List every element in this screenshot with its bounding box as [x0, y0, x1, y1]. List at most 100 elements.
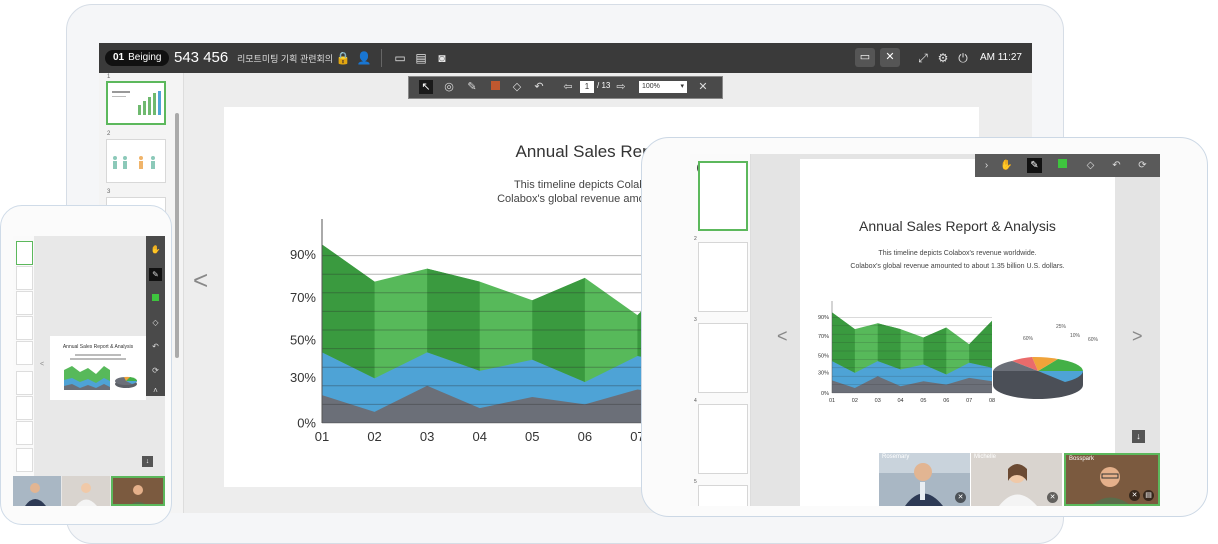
participant-photo — [971, 453, 1062, 506]
phone-thumbnail-7[interactable] — [16, 396, 33, 420]
desktop-app: 01 Beiging 543 456 리모트미팅 기획 관련회의 🔒 👤 ▭ ▤ … — [99, 43, 1032, 513]
video-tile-2[interactable]: Michelle ✕ — [971, 453, 1062, 506]
phone-thumbnail-9[interactable] — [16, 448, 33, 472]
color-swatch-icon[interactable] — [1055, 158, 1070, 173]
mic-off-icon[interactable]: ✕ — [880, 48, 900, 67]
tablet-prev-arrow[interactable]: < — [777, 326, 788, 346]
video-tile-3[interactable]: Bosspark ✕ ▤ — [1064, 453, 1160, 506]
x-tick-label: 06 — [943, 398, 949, 404]
zoom-value: 100% — [642, 83, 660, 90]
undo-icon[interactable]: ↶ — [152, 342, 159, 351]
hand-icon[interactable]: ✋ — [1000, 160, 1013, 171]
thumb-number: 3 — [694, 317, 697, 323]
area-band — [969, 320, 992, 368]
tablet-thumbnail-3[interactable] — [698, 323, 748, 393]
thumbnail-2[interactable] — [106, 139, 166, 183]
tablet-thumbnail-5[interactable] — [698, 485, 748, 506]
fullscreen-icon[interactable]: ⤢ — [918, 51, 928, 65]
x-tick-label: 08 — [989, 398, 995, 404]
mic-off-icon[interactable]: ✕ — [1047, 492, 1058, 503]
y-tick-label: 50% — [818, 353, 829, 359]
color-swatch-icon[interactable] — [149, 292, 162, 305]
refresh-icon[interactable]: ⟳ — [1138, 160, 1147, 171]
lock-icon[interactable]: 🔒 — [335, 51, 351, 65]
area-band — [532, 277, 585, 383]
phone-thumbnail-6[interactable] — [16, 371, 33, 395]
tablet-slide-description-1: This timeline depicts Colabox's revenue … — [878, 250, 1037, 257]
thumbnail-1[interactable] — [106, 81, 166, 125]
phone-video-tile-3[interactable] — [111, 476, 165, 506]
room-badge: 01 Beiging — [105, 50, 170, 66]
pen-icon[interactable]: ✎ — [1027, 158, 1042, 173]
phone-prev-arrow[interactable]: < — [40, 361, 45, 368]
next-page-icon[interactable]: ⇨ — [616, 81, 626, 93]
page-input[interactable]: 1 — [580, 81, 594, 93]
chevron-up-icon[interactable]: ˄ — [153, 386, 158, 395]
target-icon[interactable]: ◎ — [444, 81, 454, 93]
pie-label: 25% — [1056, 324, 1067, 330]
download-icon[interactable]: ↓ — [1132, 430, 1145, 443]
eraser-icon[interactable]: ◇ — [512, 81, 522, 93]
phone-toolbar: ✋ ✎ ◇ ↶ ⟳ ˄ — [146, 236, 165, 396]
phone-slide-text — [70, 358, 126, 360]
cursor-icon[interactable]: ↖ — [419, 80, 433, 94]
users-icon[interactable]: 👤 — [356, 51, 372, 65]
participant-photo — [113, 478, 163, 504]
eraser-icon[interactable]: ◇ — [152, 318, 159, 327]
pen-icon[interactable]: ✎ — [467, 81, 477, 93]
tablet-thumbnail-4[interactable] — [698, 404, 748, 474]
phone-thumbnail-3[interactable] — [16, 291, 33, 315]
prev-page-icon[interactable]: ⇦ — [563, 81, 573, 93]
undo-icon[interactable]: ↶ — [1112, 160, 1121, 171]
tablet-thumbnail-1[interactable] — [698, 161, 748, 231]
monitor-icon[interactable]: ▭ — [394, 51, 406, 65]
phone-thumbnail-5[interactable] — [16, 341, 33, 365]
exit-icon[interactable]: ⏻ — [958, 51, 968, 65]
document-icon[interactable]: ▤ — [415, 51, 427, 65]
tablet-slide-title: Annual Sales Report & Analysis — [859, 218, 1056, 234]
color-swatch-icon[interactable] — [488, 80, 502, 94]
y-tick-label: 90% — [290, 247, 316, 262]
tablet-slide: Annual Sales Report & Analysis This time… — [800, 159, 1115, 506]
gear-icon[interactable]: ⚙ — [937, 51, 949, 65]
refresh-icon[interactable]: ⟳ — [152, 366, 159, 375]
hand-icon[interactable]: ✋ — [150, 245, 161, 254]
thumb-number: 5 — [694, 479, 697, 485]
tablet-thumbnail-2[interactable] — [698, 242, 748, 312]
phone-mini-chart — [64, 366, 138, 390]
phone-thumbnail-1[interactable] — [16, 241, 33, 265]
close-icon[interactable]: ✕ — [698, 81, 708, 93]
zoom-select[interactable]: 100% ▾ — [639, 81, 687, 93]
chevron-right-icon[interactable]: › — [984, 160, 989, 171]
area-band — [427, 268, 480, 371]
download-icon[interactable]: ↓ — [142, 456, 153, 467]
participant-name: Rosemary — [882, 454, 910, 460]
page-total-number: 13 — [601, 81, 611, 90]
phone-slide-title: Annual Sales Report & Analysis — [62, 344, 134, 350]
phone-video-tile-2[interactable] — [62, 476, 110, 506]
mic-off-icon[interactable]: ✕ — [955, 492, 966, 503]
tablet-next-arrow[interactable]: > — [1132, 326, 1143, 346]
phone-thumbnail-2[interactable] — [16, 266, 33, 290]
tablet-toolbar: › ✋ ✎ ◇ ↶ ⟳ — [975, 154, 1160, 177]
video-toggle-icon[interactable]: ▭ — [855, 48, 875, 67]
y-tick-label: 90% — [818, 315, 829, 321]
tablet-area-chart: 0% 30% 50% 70% 90% 01 02 03 04 05 06 07 08 — [818, 301, 995, 404]
phone-video-tile-1[interactable] — [13, 476, 61, 506]
prev-slide-arrow[interactable]: < — [193, 265, 209, 295]
video-tile-1[interactable]: Rosemary ✕ — [879, 453, 970, 506]
phone-slide-text — [75, 354, 121, 356]
mini-bar-chart — [112, 91, 161, 115]
phone-thumbnail-4[interactable] — [16, 316, 33, 340]
mic-off-icon[interactable]: ✕ — [1129, 490, 1140, 501]
area-series-1 — [832, 376, 992, 393]
participant-name: Michelle — [974, 454, 997, 460]
undo-icon[interactable]: ↶ — [534, 81, 544, 93]
camera-icon[interactable]: ◙ — [438, 51, 446, 65]
x-tick-label: 04 — [898, 398, 904, 404]
eraser-icon[interactable]: ◇ — [1086, 160, 1095, 171]
pen-icon[interactable]: ✎ — [149, 268, 162, 281]
phone-thumbnail-8[interactable] — [16, 421, 33, 445]
scrollbar[interactable] — [175, 113, 179, 358]
document-icon[interactable]: ▤ — [1143, 490, 1154, 501]
